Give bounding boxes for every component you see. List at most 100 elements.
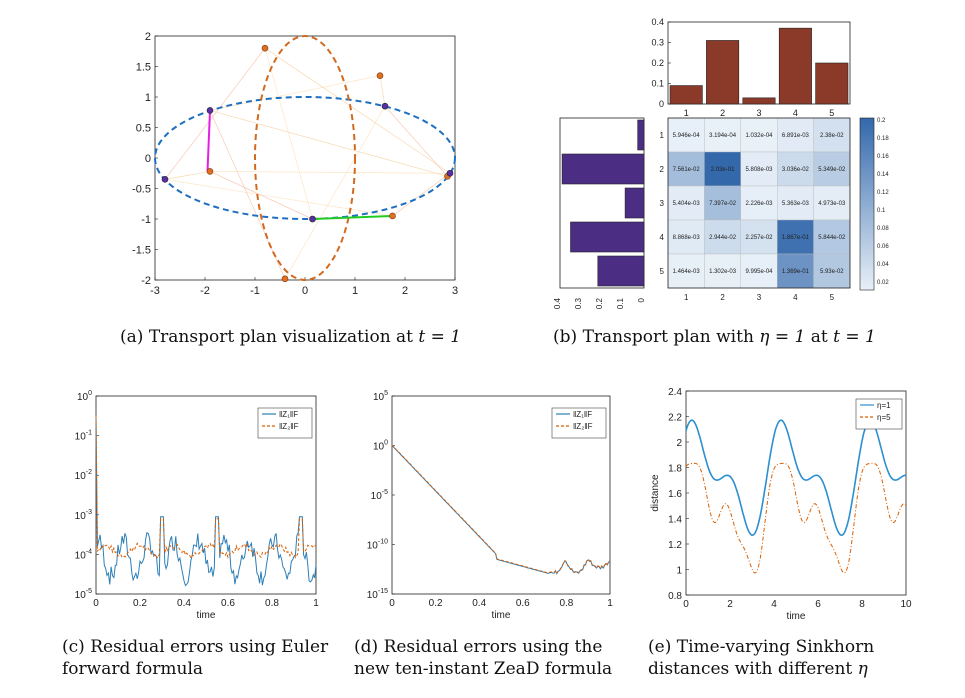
- plot-d-ytick-label: 10-15: [367, 588, 388, 601]
- plot-a-transport-line: [164, 179, 393, 217]
- plot-b-left-bar: [597, 255, 645, 287]
- plot-b-heatmap-cell: [667, 219, 705, 255]
- plot-a-transport-line: [164, 47, 266, 180]
- plot-b-colorbar-tick: 0.14: [877, 172, 889, 178]
- plot-b-left-bar: [624, 187, 645, 219]
- plot-b-top-bar: [815, 62, 849, 105]
- plot-a-transport-line: [209, 110, 448, 177]
- plot-a-transport-line: [379, 75, 386, 107]
- plot-e-legend-label: η=5: [877, 413, 891, 422]
- plot-b-cell-value: 5.363e-03: [782, 201, 810, 207]
- plot-b-cell-value: 2.944e-02: [709, 235, 737, 241]
- plot-a-transport-line: [264, 48, 313, 220]
- plot-d-series-z1: [391, 445, 611, 575]
- plot-b-colorbar-tick: 0.06: [877, 244, 889, 250]
- plot-e-series-eta1: [685, 419, 906, 537]
- plot-b-colorbar-tick: 0.04: [877, 262, 889, 268]
- plot-e-ytick-label: 1.6: [668, 489, 682, 500]
- plot-b-row-label: 1: [660, 131, 665, 140]
- plot-b-col-label: 4: [793, 293, 798, 302]
- plot-d-ytick-label-exp: 0: [384, 440, 388, 447]
- plot-a-target-point: [281, 275, 289, 283]
- plot-c-xtick-label: 0.8: [265, 598, 279, 609]
- plot-b-colorbar-tick: 0.1: [877, 208, 886, 214]
- plot-b-heatmap-cell: [777, 219, 814, 255]
- plot-a-ytick-label: 1.5: [136, 62, 151, 74]
- plot-b-top-ytick-label: 0.4: [651, 17, 664, 27]
- plot-a-target-point: [261, 44, 269, 52]
- plot-d-ytick-label-base: 10: [367, 590, 379, 601]
- plot-d-legend-label: ‖Z₂‖F: [573, 422, 593, 431]
- plot-c-xtick-label: 0.4: [177, 598, 191, 609]
- plot-a-source-point: [161, 176, 169, 183]
- plot-c-xtick-label: 0.6: [221, 598, 235, 609]
- plot-c-xtick-label: 1: [313, 598, 319, 609]
- plot-d-legend-label: ‖Z₁‖F: [573, 410, 592, 419]
- plot-a-transport-line: [392, 172, 451, 217]
- plot-e-ytick-label: 0.8: [668, 591, 682, 602]
- plot-c-legend-box: [257, 407, 313, 439]
- plot-b-top-bar: [778, 27, 812, 105]
- plot-d-xlabel: time: [492, 610, 511, 621]
- plot-c-ytick-label-exp: -4: [86, 548, 92, 555]
- plot-e-ytick-label: 2.4: [668, 387, 682, 398]
- plot-a-transport-line: [284, 105, 386, 279]
- plot-b-colorbar: [859, 117, 875, 291]
- plot-a-source-point: [309, 215, 316, 223]
- plot-b-left-xtick-label: 0.2: [595, 297, 604, 309]
- plot-c-ytick-label-exp: -1: [86, 430, 92, 437]
- plot-b-col-label: 3: [757, 293, 762, 302]
- plot-d-ytick-label: 10-5: [371, 489, 388, 502]
- plot-d-xtick-label: 0.8: [559, 598, 573, 609]
- plot-b-heatmap-cell: [813, 219, 851, 255]
- plot-e-xlabel: time: [787, 611, 806, 622]
- plot-b-heatmap-cell: [777, 117, 814, 153]
- plot-b-cell-value: 7.397e-02: [709, 201, 737, 207]
- plot-b-row-label: 3: [660, 199, 665, 208]
- plot-a-frame: [154, 35, 456, 281]
- plot-b-left-xtick-label: 0.4: [553, 297, 562, 309]
- plot-b-heatmap-frame: [667, 117, 851, 289]
- plot-b-cell-value: 1.464e-03: [673, 269, 701, 275]
- plot-a-transport-line: [209, 171, 451, 174]
- plot-a-xtick-label: 2: [402, 285, 408, 297]
- plot-a-transport-line: [264, 47, 451, 174]
- plot-c-ytick-label: 10-4: [75, 548, 92, 561]
- plot-b-cell-value: 7.561e-02: [673, 167, 701, 173]
- plot-c-ytick-label-exp: -3: [86, 509, 92, 516]
- plot-c-ytick-label: 10-1: [75, 430, 92, 443]
- plot-b-left-bar: [561, 153, 645, 185]
- plot-b-row-label: 2: [660, 165, 665, 174]
- plot-a-source-point: [446, 169, 454, 177]
- plot-c-ytick-label-base: 10: [75, 511, 87, 522]
- plot-b-cell-value: 5.844e-02: [818, 235, 846, 241]
- plot-c-ytick-label-exp: -2: [86, 469, 92, 476]
- plot-a-ytick-label: 0: [145, 153, 151, 165]
- plot-e-xtick-label: 0: [683, 599, 689, 610]
- plot-a-xtick-label: -1: [250, 285, 260, 297]
- plot-c-ytick-label: 10-2: [75, 469, 92, 482]
- plot-b-top-ytick-label: 0: [659, 99, 664, 109]
- plot-e-ytick-label: 1: [676, 566, 682, 577]
- plot-c-legend-label: ‖Z₂‖F: [279, 422, 299, 431]
- plot-b-top-bar: [669, 85, 703, 105]
- plot-c-ytick-label-base: 10: [75, 550, 87, 561]
- plot-d-xtick-label: 0: [389, 598, 395, 609]
- plot-b-heatmap-cell: [704, 185, 742, 221]
- plot-a-target-point: [206, 168, 214, 175]
- plot-a-transport-line: [164, 171, 211, 180]
- plot-b-cell-value: 3.194e-04: [709, 133, 737, 139]
- plot-b-row-label: 5: [660, 267, 665, 276]
- plot-b-cell-value: 3.036e-02: [782, 167, 810, 173]
- plot-a-highlight-line: [206, 110, 211, 172]
- plot-b-cell-value: 1.867e-01: [782, 235, 810, 241]
- plot-d-ytick-label-base: 10: [373, 442, 385, 453]
- plot-c-legend-label: ‖Z₁‖F: [279, 410, 298, 419]
- plot-a-ytick-label: -0.5: [132, 184, 151, 196]
- plot-a-ytick-label: -2: [141, 275, 151, 287]
- plot-b-left-bar: [570, 221, 645, 253]
- plot-e-xtick-label: 10: [900, 599, 912, 610]
- plot-b-cell-value: 5.808e-03: [745, 167, 773, 173]
- plot-e-xtick-label: 4: [771, 599, 777, 610]
- plot-b-col-label: 5: [830, 293, 835, 302]
